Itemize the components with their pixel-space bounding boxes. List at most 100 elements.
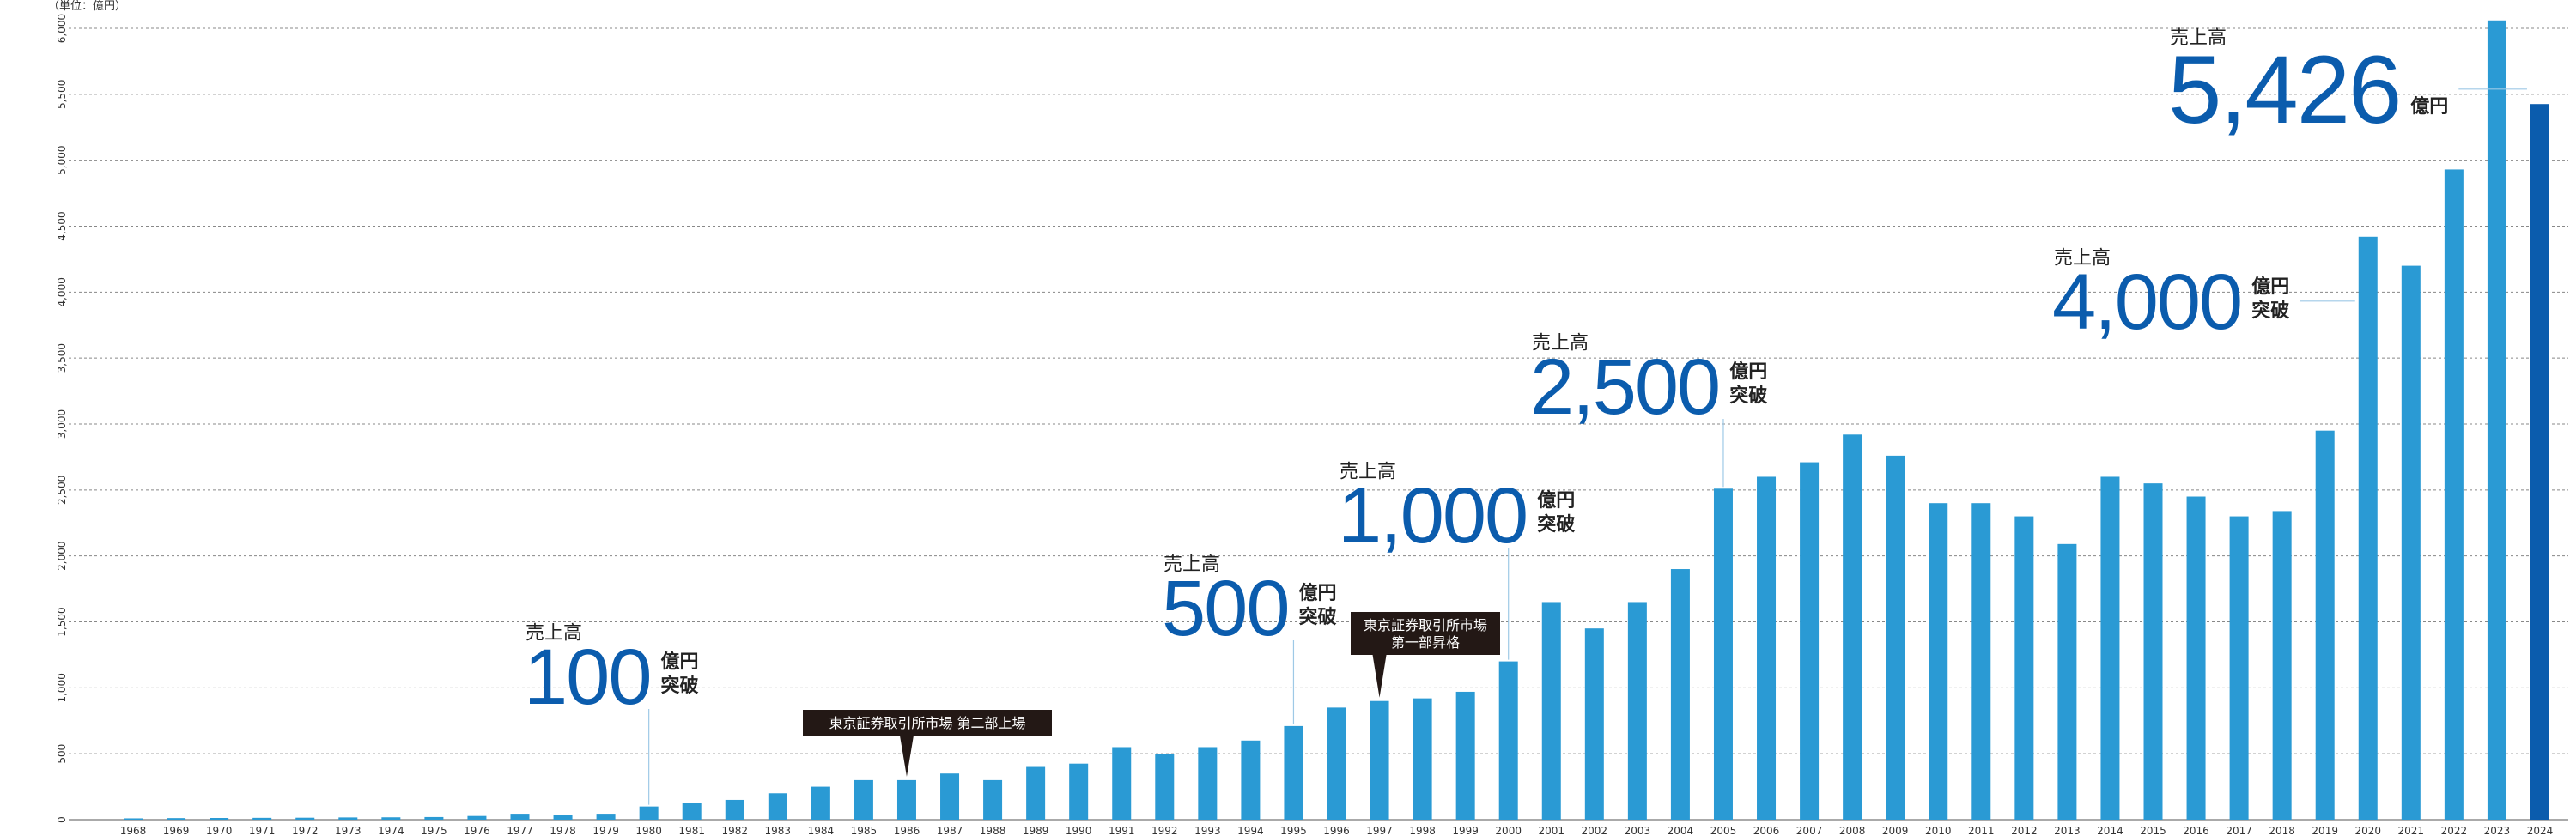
x-tick-label: 1989 bbox=[1023, 825, 1049, 836]
x-tick-label: 2011 bbox=[1968, 825, 1995, 836]
event-pointer bbox=[1372, 655, 1387, 698]
bar-1987 bbox=[940, 773, 960, 820]
bar-2013 bbox=[2057, 543, 2077, 820]
event-text: 東京証券取引所市場 bbox=[1364, 617, 1487, 633]
x-tick-label: 2009 bbox=[1882, 825, 1909, 836]
bar-1993 bbox=[1198, 747, 1218, 820]
annotation-suffix: 突破 bbox=[1729, 385, 1767, 407]
y-tick-label: 5,500 bbox=[56, 80, 68, 109]
bar-1989 bbox=[1026, 766, 1046, 820]
bar-1984 bbox=[811, 786, 830, 820]
bar-1974 bbox=[381, 817, 401, 820]
bar-1977 bbox=[510, 814, 530, 820]
annotation-suffix: 突破 bbox=[661, 675, 699, 697]
x-tick-label: 1974 bbox=[378, 825, 404, 836]
bar-2009 bbox=[1886, 455, 1905, 820]
event-pointer bbox=[899, 736, 914, 777]
annotation-suffix: 億円 bbox=[2251, 276, 2289, 298]
bar-2017 bbox=[2229, 516, 2249, 820]
x-tick-label: 1984 bbox=[808, 825, 835, 836]
annotation-suffix: 突破 bbox=[1299, 606, 1337, 628]
annotation-suffix: 億円 bbox=[1299, 582, 1337, 604]
x-tick-label: 1983 bbox=[765, 825, 792, 836]
x-axis-tick-labels: 1968 1969 1970 1971 1972 1973 1974 1975 1976 1977… bbox=[120, 825, 2553, 836]
x-tick-label: 2010 bbox=[1925, 825, 1952, 836]
bar-2014 bbox=[2100, 476, 2120, 820]
bar-2007 bbox=[1800, 462, 1820, 820]
x-tick-label: 1976 bbox=[464, 825, 490, 836]
bar-2020 bbox=[2358, 236, 2378, 820]
event-box bbox=[1351, 612, 1500, 655]
bar-1986 bbox=[896, 779, 916, 820]
x-tick-label: 1968 bbox=[120, 825, 147, 836]
bar-2006 bbox=[1757, 476, 1777, 820]
x-tick-label: 1990 bbox=[1066, 825, 1092, 836]
bar-1995 bbox=[1284, 725, 1303, 820]
x-tick-label: 2006 bbox=[1753, 825, 1780, 836]
x-tick-label: 2005 bbox=[1710, 825, 1737, 836]
x-tick-label: 2014 bbox=[2097, 825, 2123, 836]
bar-1983 bbox=[768, 793, 787, 820]
bar-2022 bbox=[2444, 169, 2464, 820]
bar-1970 bbox=[210, 818, 229, 820]
bar-1971 bbox=[252, 817, 272, 820]
x-tick-label: 2024 bbox=[2527, 825, 2554, 836]
x-tick-label: 2023 bbox=[2484, 825, 2511, 836]
x-tick-label: 1979 bbox=[592, 825, 619, 836]
bar-1999 bbox=[1455, 691, 1475, 820]
bar-1975 bbox=[424, 816, 444, 820]
x-tick-label: 2017 bbox=[2226, 825, 2252, 836]
x-tick-label: 1992 bbox=[1151, 825, 1178, 836]
x-tick-label: 2007 bbox=[1796, 825, 1823, 836]
x-tick-label: 1975 bbox=[421, 825, 447, 836]
y-tick-label: 0 bbox=[56, 816, 68, 823]
x-tick-label: 2021 bbox=[2398, 825, 2425, 836]
x-tick-label: 1977 bbox=[507, 825, 533, 836]
bar-1996 bbox=[1327, 707, 1346, 820]
bar-2016 bbox=[2186, 496, 2206, 820]
y-tick-label: 2,500 bbox=[56, 476, 68, 505]
y-tick-label: 2,000 bbox=[56, 541, 68, 570]
bar-1969 bbox=[167, 818, 186, 820]
x-tick-label: 1985 bbox=[851, 825, 878, 836]
bar-1978 bbox=[553, 815, 573, 820]
y-tick-label: 3,500 bbox=[56, 343, 68, 373]
x-tick-label: 2012 bbox=[2011, 825, 2038, 836]
bar-2012 bbox=[2014, 516, 2034, 820]
x-tick-label: 2018 bbox=[2269, 825, 2295, 836]
annotation-number: 500 bbox=[1162, 565, 1289, 652]
annotation-prefix: 売上高 bbox=[1532, 333, 1589, 354]
y-tick-label: 4,000 bbox=[56, 277, 68, 306]
x-tick-label: 2002 bbox=[1582, 825, 1608, 836]
annotation-prefix: 売上高 bbox=[1163, 554, 1220, 576]
x-tick-label: 1997 bbox=[1366, 825, 1393, 836]
bar-1988 bbox=[983, 779, 1003, 820]
bar-1968 bbox=[124, 818, 143, 820]
x-tick-label: 2000 bbox=[1495, 825, 1522, 836]
annotation-number: 5,426 bbox=[2168, 36, 2400, 143]
event-box bbox=[803, 710, 1052, 736]
y-tick-label: 5,000 bbox=[56, 145, 68, 174]
bar-1976 bbox=[467, 815, 487, 820]
bar-2010 bbox=[1929, 503, 1948, 820]
x-tick-label: 1999 bbox=[1452, 825, 1479, 836]
annotation-suffix: 億円 bbox=[1729, 360, 1767, 383]
x-tick-label: 2016 bbox=[2183, 825, 2209, 836]
bar-1992 bbox=[1155, 754, 1175, 820]
event-text: 東京証券取引所市場 第二部上場 bbox=[829, 715, 1025, 731]
x-tick-label: 2004 bbox=[1668, 825, 1694, 836]
annotation-number: 100 bbox=[524, 633, 651, 721]
y-tick-label: 1,500 bbox=[56, 607, 68, 636]
x-tick-label: 1988 bbox=[980, 825, 1006, 836]
x-tick-label: 1973 bbox=[335, 825, 361, 836]
bar-1973 bbox=[338, 817, 358, 820]
bar-1985 bbox=[854, 779, 873, 820]
x-tick-label: 1991 bbox=[1109, 825, 1135, 836]
bar-1991 bbox=[1112, 747, 1132, 820]
x-tick-label: 2015 bbox=[2140, 825, 2166, 836]
